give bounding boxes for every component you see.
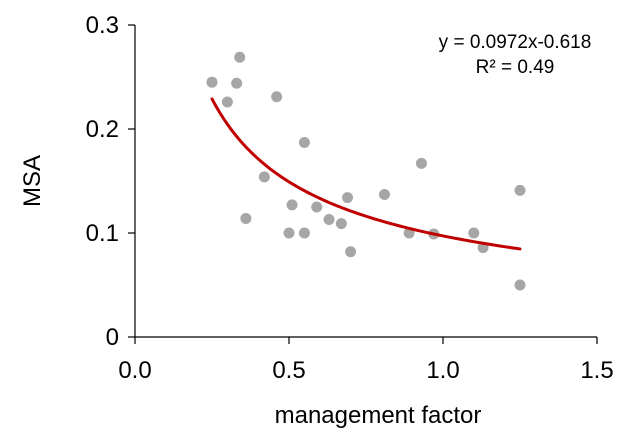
- data-point: [514, 184, 526, 196]
- trendline-curve: [210, 97, 522, 251]
- x-tick-label: 0.5: [272, 357, 305, 384]
- trend-layer: [210, 97, 522, 251]
- axes-layer: [134, 25, 597, 338]
- data-point: [286, 199, 298, 211]
- data-point: [342, 192, 354, 204]
- data-point: [234, 51, 246, 63]
- ticks-layer: 0 0.1 0.2 0.3 0.0 0.5 1.0 1.5: [86, 12, 614, 384]
- data-point: [323, 213, 335, 225]
- data-point: [514, 279, 526, 291]
- data-point: [283, 227, 295, 239]
- data-point: [298, 227, 310, 239]
- data-point: [378, 189, 390, 201]
- data-point: [415, 157, 427, 169]
- trendline-equation-label: y = 0.0972x-0.618: [439, 32, 592, 53]
- data-point: [231, 77, 243, 89]
- data-point: [240, 212, 252, 224]
- data-point: [335, 218, 347, 230]
- data-point: [468, 227, 480, 239]
- data-point: [345, 246, 357, 258]
- data-point: [298, 137, 310, 149]
- y-tick-label: 0: [106, 324, 119, 351]
- data-point: [311, 201, 323, 213]
- data-point: [206, 76, 218, 88]
- y-tick-label: 0.1: [86, 220, 119, 247]
- y-tick-label: 0.2: [86, 116, 119, 143]
- r-squared-label: R² = 0.49: [476, 57, 555, 78]
- y-axis-label: MSA: [19, 155, 46, 207]
- x-tick-label: 0.0: [118, 357, 151, 384]
- x-tick-label: 1.5: [580, 357, 613, 384]
- data-point: [271, 91, 283, 103]
- y-tick-label: 0.3: [86, 12, 119, 39]
- data-point: [221, 96, 233, 108]
- data-point: [258, 171, 270, 183]
- points-layer: [206, 51, 526, 291]
- x-tick-label: 1.0: [426, 357, 459, 384]
- x-axis-label: management factor: [275, 402, 482, 429]
